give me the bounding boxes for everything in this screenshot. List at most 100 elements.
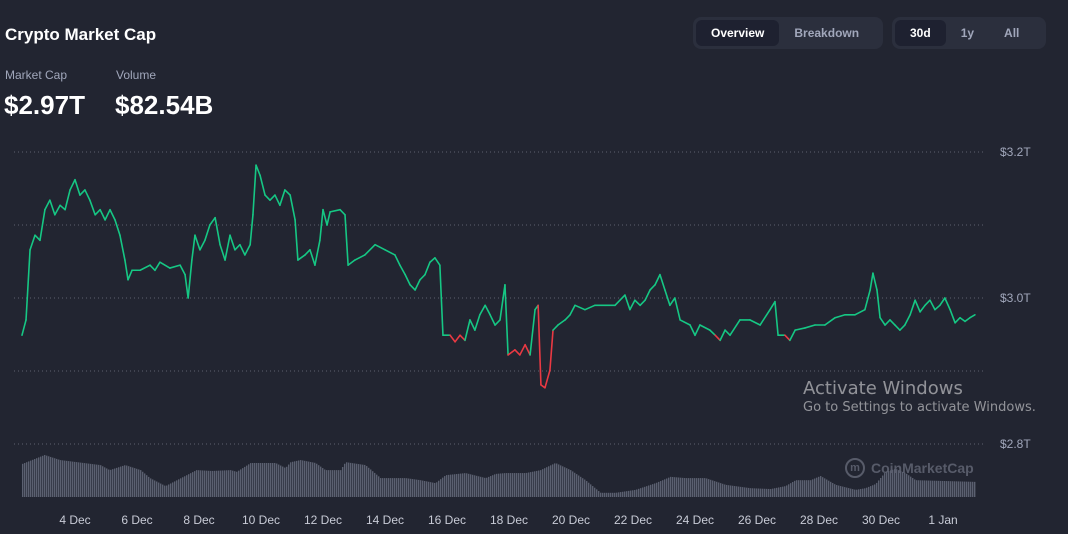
volume-label: Volume: [116, 68, 157, 82]
volume-bar: [191, 472, 194, 497]
volume-bar: [509, 473, 512, 497]
tab-breakdown[interactable]: Breakdown: [794, 26, 860, 40]
tab-overview[interactable]: Overview: [696, 20, 780, 46]
volume-bar: [869, 486, 872, 497]
range-all[interactable]: All: [1004, 26, 1020, 40]
volume-bar: [695, 478, 698, 497]
market-cap-line-segment: [564, 313, 571, 321]
volume-bar: [71, 461, 74, 497]
volume-bar: [585, 481, 588, 497]
volume-bar: [73, 461, 76, 497]
market-cap-line-segment: [552, 324, 559, 331]
volume-bar: [477, 476, 480, 497]
volume-bar: [395, 478, 398, 497]
volume-bar: [893, 469, 896, 497]
activate-windows-subtitle: Go to Settings to activate Windows.: [803, 400, 1036, 415]
volume-bar: [595, 489, 598, 497]
range-1y[interactable]: 1y: [960, 26, 975, 40]
volume-bar: [803, 480, 806, 497]
market-cap-label: Market Cap: [5, 68, 68, 82]
volume-bar: [787, 484, 790, 497]
volume-bar: [581, 478, 584, 497]
volume-bar: [381, 478, 384, 497]
volume-bar: [415, 479, 418, 497]
volume-bar: [111, 469, 114, 497]
market-cap-line-segment: [319, 208, 324, 242]
market-cap-line-segment: [854, 308, 866, 316]
market-cap-line-segment: [394, 254, 401, 266]
volume-bar: [337, 470, 340, 497]
market-cap-line-segment: [239, 243, 246, 256]
market-cap-line-segment: [274, 194, 281, 207]
volume-bar: [863, 488, 866, 497]
volume-bar: [801, 480, 804, 497]
market-cap-line-segment: [179, 264, 186, 276]
market-cap-line-segment: [69, 178, 76, 191]
volume-bar: [579, 476, 582, 497]
volume-bar: [683, 478, 686, 497]
market-cap-line-segment: [614, 299, 621, 307]
market-cap-line-segment: [674, 297, 681, 321]
market-cap-line-segment: [694, 324, 701, 337]
market-cap-line-segment: [114, 219, 121, 237]
volume-bar: [177, 479, 180, 497]
volume-bar: [965, 481, 968, 497]
volume-bar: [113, 468, 116, 497]
market-cap-line-segment: [904, 313, 911, 326]
volume-bar: [249, 463, 252, 497]
volume-bar: [313, 462, 316, 497]
watermark-text: CoinMarketCap: [871, 460, 974, 476]
volume-bar: [555, 463, 558, 497]
volume-bar: [637, 488, 640, 497]
volume-bar: [77, 462, 80, 497]
volume-bar: [745, 487, 748, 497]
volume-bar: [463, 473, 466, 497]
market-cap-line-segment: [689, 324, 696, 337]
volume-bar: [817, 476, 820, 497]
volume-bar: [853, 489, 856, 497]
volume-bar: [297, 460, 300, 497]
market-cap-line-segment: [929, 299, 936, 311]
volume-bar: [455, 474, 458, 497]
market-cap-line-segment: [507, 349, 516, 356]
volume-bar: [101, 466, 104, 497]
market-cap-line-segment: [234, 243, 241, 251]
market-cap-line-segment: [889, 319, 896, 326]
volume-bar: [835, 485, 838, 497]
volume-bar: [667, 477, 670, 497]
volume-bar: [811, 479, 814, 497]
volume-bar: [767, 488, 770, 497]
volume-bar: [725, 484, 728, 497]
market-cap-line-segment: [214, 216, 221, 246]
volume-bar: [623, 491, 626, 497]
x-tick-label: 14 Dec: [366, 513, 404, 527]
volume-bar: [303, 460, 306, 497]
volume-bar: [193, 471, 196, 497]
volume-bar: [299, 460, 302, 497]
volume-bar: [539, 470, 542, 497]
volume-bar: [219, 470, 222, 497]
market-cap-line-segment: [654, 273, 661, 286]
volume-bar: [887, 470, 890, 497]
volume-bar: [951, 481, 954, 497]
market-cap-line-segment: [49, 199, 56, 216]
volume-bar: [435, 482, 438, 497]
volume-bar: [775, 487, 778, 497]
market-cap-line-segment: [644, 289, 651, 301]
view-toggle: Overview Breakdown: [693, 17, 883, 49]
volume-bar: [387, 478, 390, 497]
volume-bar: [599, 492, 602, 497]
volume-bar: [461, 473, 464, 497]
volume-bar: [437, 480, 440, 497]
market-cap-line-segment: [629, 299, 636, 311]
market-cap-line-segment: [872, 272, 878, 291]
market-cap-line-segment: [699, 324, 711, 331]
range-30d[interactable]: 30d: [895, 20, 946, 46]
volume-bar: [355, 463, 358, 497]
volume-bar: [55, 458, 58, 497]
volume-bar: [205, 470, 208, 497]
volume-bar: [33, 459, 36, 497]
volume-bar: [427, 481, 430, 497]
volume-bar: [277, 464, 280, 497]
